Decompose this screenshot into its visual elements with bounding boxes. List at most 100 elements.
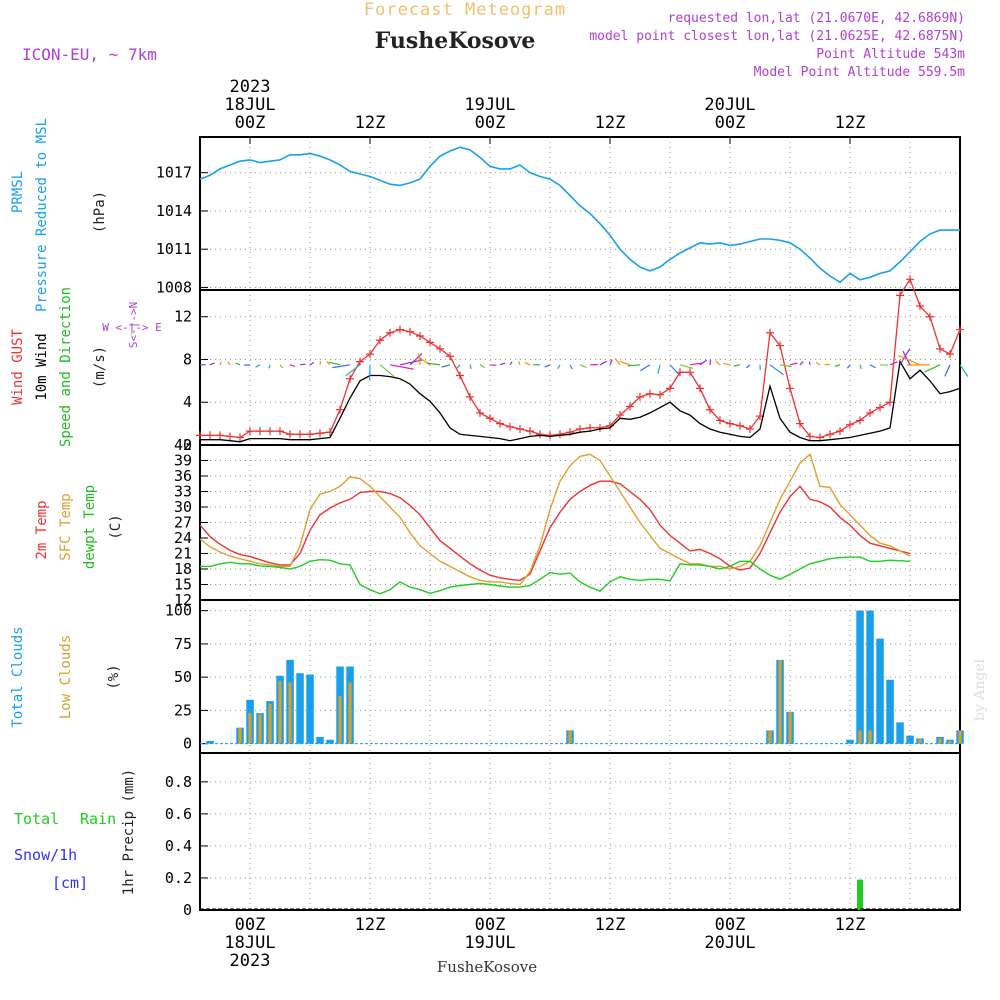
wind-arrow: [345, 364, 361, 377]
gust-point: [386, 328, 394, 337]
gust-point: [856, 416, 864, 425]
total-clouds-label: Total Clouds: [10, 626, 26, 727]
wind-arrow: [499, 362, 506, 366]
y-tick-label: 12: [174, 308, 192, 326]
compass-sn: S<-|->N: [127, 302, 140, 348]
low-cloud-bar: [858, 730, 862, 744]
wind-arrow: [409, 353, 423, 366]
gust-point: [736, 421, 744, 430]
gust-point: [636, 392, 644, 401]
wind-label: 10m Wind: [34, 333, 50, 400]
gust-point: [926, 312, 934, 321]
total-cloud-bar: [326, 739, 334, 744]
gust-point: [416, 331, 424, 340]
low-cloud-bar: [768, 730, 772, 744]
wind-arrow: [418, 353, 421, 365]
y-tick-label: 0.6: [165, 805, 192, 823]
y-tick-label: 75: [174, 635, 192, 653]
wind-arrow: [569, 364, 573, 370]
y-tick-label: 8: [183, 350, 192, 368]
total-cloud-bar: [846, 739, 854, 744]
wind-arrow: [902, 350, 911, 366]
rain-bar: [857, 879, 863, 910]
gust-point: [556, 430, 564, 439]
low-cloud-bar: [288, 682, 292, 744]
y-tick-label: 21: [174, 545, 192, 563]
wind-arrow: [328, 361, 341, 366]
gust-point: [666, 384, 674, 393]
temp-2m-line: [199, 480, 911, 582]
gust-point: [286, 430, 294, 439]
wind-arrow: [619, 360, 631, 366]
y-tick-label: 100: [165, 602, 192, 620]
gust-point: [436, 344, 444, 353]
prmsl-unit: (hPa): [92, 191, 108, 233]
panel-frame: [199, 289, 961, 446]
top-time-label: 00Z: [235, 113, 266, 133]
wind-arrow: [524, 361, 531, 366]
wind-arrow: [299, 363, 306, 366]
wind-arrow: [944, 364, 951, 377]
wind-arrow: [599, 360, 607, 366]
gust-point: [936, 344, 944, 353]
y-tick-label: 50: [174, 668, 192, 686]
wind-arrow: [640, 364, 651, 372]
wind-unit: (m/s): [92, 346, 108, 388]
gust-point: [336, 405, 344, 414]
precip-rain-label: Rain: [80, 810, 116, 828]
gust-point: [396, 325, 404, 334]
gust-point: [716, 416, 724, 425]
wind-arrow: [326, 361, 331, 366]
wind-arrow: [479, 364, 486, 369]
sfc-label: SFC Temp: [58, 493, 74, 560]
total-cloud-bar: [896, 722, 904, 744]
wind-dir-label: Speed and Direction: [58, 287, 74, 447]
gust-point: [536, 430, 544, 439]
gust-point: [866, 408, 874, 417]
temp-unit: (C): [108, 514, 124, 539]
precip-total-label: Total: [14, 810, 59, 828]
low-cloud-bar: [868, 730, 872, 744]
wind-arrow: [309, 361, 315, 366]
low-cloud-bar: [958, 730, 962, 744]
gust-point: [626, 402, 634, 411]
wind-arrow: [389, 364, 414, 370]
gust-point: [796, 419, 804, 428]
y-tick-label: 4: [183, 393, 192, 411]
wind-arrow: [279, 364, 284, 369]
bottom-time-label: 00Z: [715, 915, 746, 935]
low-clouds-label: Low Clouds: [58, 635, 74, 719]
low-cloud-bar: [238, 727, 242, 744]
gust-point: [456, 371, 464, 380]
gust-point: [466, 392, 474, 401]
gust-point: [516, 424, 524, 433]
forecast-title: Forecast Meteogram: [364, 0, 566, 20]
wind-arrow: [379, 364, 395, 378]
gust-line: [200, 277, 961, 439]
precip-snow-label: Snow/1h: [14, 846, 77, 864]
wind-arrow: [614, 357, 621, 366]
y-tick-label: 15: [174, 576, 192, 594]
gust-point: [476, 408, 484, 417]
gust-point: [296, 430, 304, 439]
panel-frame: [199, 599, 961, 754]
wind-arrow: [469, 364, 472, 370]
wind-arrow: [859, 364, 862, 370]
gust-label: Wind GUST: [10, 329, 26, 405]
gust-point: [526, 427, 534, 436]
gust-point: [766, 328, 774, 337]
y-tick-label: 18: [174, 560, 192, 578]
gust-point: [786, 384, 794, 393]
y-tick-label: 25: [174, 701, 192, 719]
gust-point: [696, 384, 704, 393]
gust-point: [916, 302, 924, 311]
total-cloud-bar: [866, 610, 874, 744]
gust-point: [946, 350, 954, 359]
bottom-date-label: 20JUL: [704, 933, 755, 953]
y-tick-label: 0.4: [165, 837, 192, 855]
gust-point: [356, 357, 364, 366]
gust-point: [846, 420, 854, 429]
wind-arrow: [332, 364, 351, 369]
gust-point: [206, 431, 214, 440]
